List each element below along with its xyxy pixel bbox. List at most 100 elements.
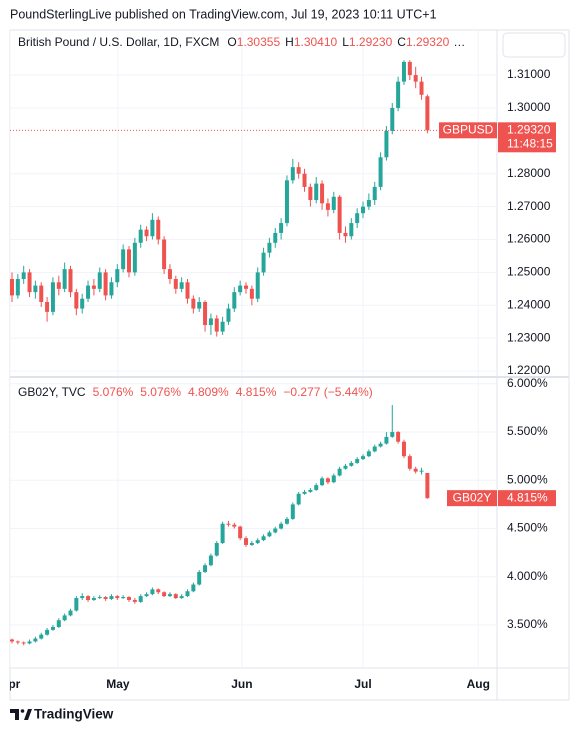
candle-body xyxy=(214,543,219,556)
legend-title: GB02Y, TVC xyxy=(18,385,86,399)
candle-body xyxy=(267,242,272,253)
candle-body xyxy=(413,468,418,472)
candle-body xyxy=(419,470,424,472)
x-tick-label: Jul xyxy=(354,677,371,691)
y-tick-label: 1.30000 xyxy=(507,100,551,114)
symbol-label-box xyxy=(447,490,497,507)
candle-body xyxy=(390,107,395,131)
legend-title: British Pound / U.S. Dollar, 1D, FXCM xyxy=(18,35,219,49)
candle-body xyxy=(401,61,406,82)
candle-body xyxy=(115,269,120,283)
candle-body xyxy=(413,75,418,82)
candle-body xyxy=(33,638,38,642)
legend-value: 5.076% xyxy=(93,385,134,399)
candle-body xyxy=(203,301,208,326)
y-tick-label: 1.31000 xyxy=(507,67,551,81)
candle-body xyxy=(127,249,132,273)
legend-more: … xyxy=(453,35,465,49)
published-caption: PoundSterlingLive published on TradingVi… xyxy=(10,7,437,21)
candle-body xyxy=(320,183,325,204)
legend-key: H xyxy=(285,35,294,49)
candle-body xyxy=(331,196,336,210)
price-axis: 3.500% 4.000% 4.500% 5.000% 5.500% 6.000% xyxy=(507,378,548,631)
candle-body xyxy=(255,540,260,544)
scale-button[interactable] xyxy=(502,32,566,58)
y-tick-label: 1.23000 xyxy=(507,330,551,344)
candle-body xyxy=(331,475,336,483)
candle-body xyxy=(167,269,172,279)
last-price-label: 1.29320 xyxy=(507,122,551,136)
candle-body xyxy=(91,285,96,289)
candle-body xyxy=(27,641,32,644)
candle-body xyxy=(109,282,114,296)
candle-body xyxy=(179,282,184,289)
candle-body xyxy=(103,597,108,599)
candle-body xyxy=(308,186,313,201)
candle-body xyxy=(349,462,354,466)
legend: GB02Y, TVC 5.076% 5.076% 4.809% 4.815% −0.277… xyxy=(18,385,373,399)
candle-body xyxy=(419,81,424,95)
symbol-label-box xyxy=(439,122,497,139)
candle-body xyxy=(156,219,161,240)
candle-body xyxy=(284,180,289,224)
y-tick-label: 1.25000 xyxy=(507,265,551,279)
symbol-label: GBPUSD xyxy=(443,122,494,136)
candle-body xyxy=(407,61,412,76)
candle-body xyxy=(261,536,266,541)
candle-body xyxy=(337,196,342,233)
candle-body xyxy=(167,594,172,597)
candle-body xyxy=(355,213,360,224)
candle-body xyxy=(425,96,430,131)
candle-body xyxy=(396,432,401,442)
candle-body xyxy=(27,272,32,293)
candle-body xyxy=(325,203,330,210)
candle-body xyxy=(220,321,225,332)
candle-body xyxy=(396,81,401,108)
candle-body xyxy=(91,598,96,600)
candle-body xyxy=(355,459,360,463)
candle-body xyxy=(249,288,254,299)
legend-value: 5.076% xyxy=(140,385,181,399)
candle-body xyxy=(138,596,143,602)
y-tick-label: 1.26000 xyxy=(507,232,551,246)
candle-body xyxy=(179,596,184,599)
candle-body xyxy=(343,232,348,237)
candle-body xyxy=(62,615,67,621)
candle-body xyxy=(425,472,430,499)
symbol-label: GB02Y xyxy=(453,490,492,504)
candle-body xyxy=(308,489,313,492)
candle-body xyxy=(185,282,190,299)
candle-body xyxy=(296,167,301,174)
candle-body xyxy=(80,596,85,599)
candle-body xyxy=(314,485,319,490)
candle-body xyxy=(21,642,26,644)
candle-body xyxy=(296,493,301,505)
candle-body xyxy=(208,555,213,566)
legend-key: C xyxy=(397,35,406,49)
candle-body xyxy=(226,308,231,322)
candle-body xyxy=(232,292,237,309)
pane xyxy=(10,30,497,376)
candle-body xyxy=(302,173,307,187)
candle-body xyxy=(109,596,114,599)
time-axis: Apr May Jun Jul Aug xyxy=(10,677,490,691)
y-tick-label: 4.500% xyxy=(507,521,548,535)
candle-body xyxy=(50,626,55,630)
candle-body xyxy=(39,285,44,302)
candle-body xyxy=(162,239,167,270)
candle-body xyxy=(144,229,149,237)
candle-body xyxy=(378,443,383,447)
y-tick-label: 1.27000 xyxy=(507,199,551,213)
candle-body xyxy=(62,269,67,289)
candle-body xyxy=(10,278,14,296)
candle-body xyxy=(279,223,284,233)
y-tick-label: 1.24000 xyxy=(507,297,551,311)
candle-body xyxy=(226,523,231,525)
candle-body xyxy=(197,571,202,585)
legend-value: 1.30410 xyxy=(294,35,338,49)
countdown-label: 11:48:15 xyxy=(507,136,553,150)
candle-body xyxy=(39,634,44,639)
candle-body xyxy=(314,183,319,201)
